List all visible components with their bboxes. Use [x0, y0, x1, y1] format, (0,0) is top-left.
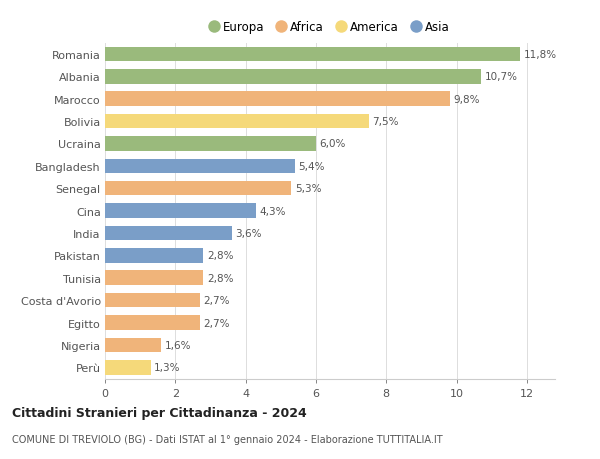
Bar	[105, 271, 203, 285]
Legend: Europa, Africa, America, Asia: Europa, Africa, America, Asia	[211, 22, 449, 34]
Text: 4,3%: 4,3%	[260, 206, 286, 216]
Text: 2,7%: 2,7%	[203, 318, 230, 328]
Bar	[105, 137, 316, 151]
Text: 2,8%: 2,8%	[207, 251, 233, 261]
Text: 10,7%: 10,7%	[485, 72, 518, 82]
Text: 1,6%: 1,6%	[165, 340, 191, 350]
Bar	[105, 48, 520, 62]
Bar	[105, 70, 481, 84]
Text: Cittadini Stranieri per Cittadinanza - 2024: Cittadini Stranieri per Cittadinanza - 2…	[12, 406, 307, 419]
Bar	[105, 293, 200, 308]
Text: 7,5%: 7,5%	[372, 117, 398, 127]
Bar	[105, 182, 292, 196]
Bar	[105, 159, 295, 174]
Text: 5,3%: 5,3%	[295, 184, 322, 194]
Bar	[105, 204, 256, 218]
Bar	[105, 249, 203, 263]
Text: 1,3%: 1,3%	[154, 363, 181, 373]
Text: COMUNE DI TREVIOLO (BG) - Dati ISTAT al 1° gennaio 2024 - Elaborazione TUTTITALI: COMUNE DI TREVIOLO (BG) - Dati ISTAT al …	[12, 434, 443, 444]
Bar	[105, 316, 200, 330]
Bar	[105, 226, 232, 241]
Text: 9,8%: 9,8%	[453, 95, 479, 105]
Text: 5,4%: 5,4%	[298, 162, 325, 172]
Text: 3,6%: 3,6%	[235, 229, 262, 239]
Bar	[105, 92, 449, 106]
Text: 2,7%: 2,7%	[203, 296, 230, 306]
Bar	[105, 338, 161, 353]
Text: 6,0%: 6,0%	[319, 139, 346, 149]
Bar	[105, 360, 151, 375]
Bar	[105, 115, 368, 129]
Text: 2,8%: 2,8%	[207, 273, 233, 283]
Text: 11,8%: 11,8%	[523, 50, 556, 60]
